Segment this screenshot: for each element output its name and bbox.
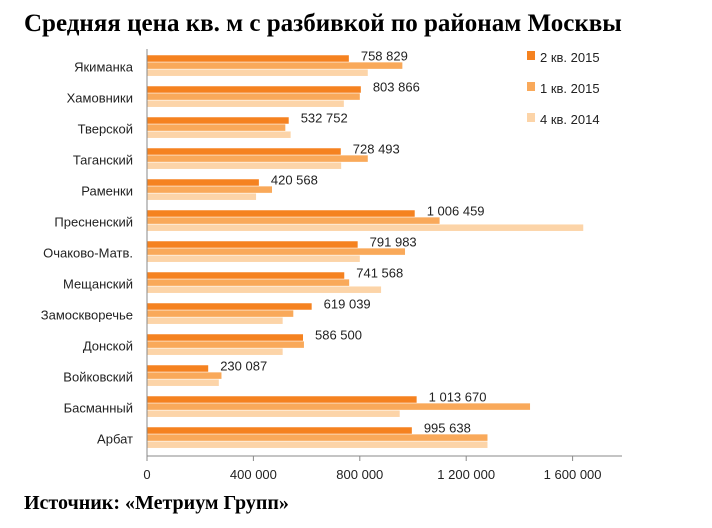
category-label: Раменки bbox=[81, 184, 133, 199]
legend: 2 кв. 2015 1 кв. 2015 4 кв. 2014 bbox=[527, 50, 600, 127]
legend-label: 4 кв. 2014 bbox=[540, 112, 600, 127]
bar bbox=[147, 224, 584, 231]
bar bbox=[147, 272, 345, 279]
bar bbox=[147, 241, 358, 248]
data-label: 803 866 bbox=[373, 80, 420, 95]
bar bbox=[147, 279, 350, 286]
data-label: 619 039 bbox=[324, 297, 371, 312]
source-note: Источник: «Метриум Групп» bbox=[24, 492, 289, 514]
bar bbox=[147, 217, 440, 224]
bar bbox=[147, 100, 344, 107]
x-tick-label: 800 000 bbox=[336, 467, 383, 482]
bar bbox=[147, 186, 273, 193]
bar bbox=[147, 410, 400, 417]
category-label: Мещанский bbox=[63, 277, 133, 292]
category-label: Замоскворечье bbox=[41, 308, 133, 323]
bars-layer bbox=[147, 55, 584, 448]
bar bbox=[147, 310, 294, 317]
bar bbox=[147, 317, 283, 324]
bar bbox=[147, 434, 488, 441]
category-label: Пресненский bbox=[54, 215, 133, 230]
chart-title: Средняя цена кв. м с разбивкой по района… bbox=[24, 10, 622, 37]
bar bbox=[147, 396, 417, 403]
bar bbox=[147, 124, 286, 131]
x-tick-label: 400 000 bbox=[230, 467, 277, 482]
data-label: 741 568 bbox=[356, 266, 403, 281]
bar bbox=[147, 148, 341, 155]
category-label: Хамовники bbox=[67, 91, 133, 106]
category-label: Войковский bbox=[63, 370, 133, 385]
data-label: 420 568 bbox=[271, 173, 318, 188]
category-label: Басманный bbox=[64, 401, 133, 416]
bar bbox=[147, 379, 219, 386]
legend-swatch bbox=[527, 82, 535, 91]
data-label: 791 983 bbox=[370, 235, 417, 250]
value-labels: 758 829 803 866 532 752 728 493 420 568 1 006… bbox=[220, 49, 486, 436]
bar bbox=[147, 427, 412, 434]
category-label: Таганский bbox=[73, 153, 133, 168]
category-label: Тверской bbox=[78, 122, 133, 137]
bar bbox=[147, 248, 406, 255]
bar bbox=[147, 441, 488, 448]
category-labels: Якиманка Хамовники Тверской Таганский Раменк… bbox=[41, 60, 134, 447]
bar bbox=[147, 117, 289, 124]
bar bbox=[147, 69, 368, 76]
bar bbox=[147, 86, 361, 93]
bar bbox=[147, 286, 382, 293]
bar bbox=[147, 155, 368, 162]
bar bbox=[147, 303, 312, 310]
x-axis: 0 400 000 800 000 1 200 000 1 600 000 bbox=[143, 49, 622, 482]
data-label: 230 087 bbox=[220, 359, 267, 374]
bar bbox=[147, 210, 415, 217]
data-label: 1 013 670 bbox=[429, 390, 487, 405]
legend-label: 2 кв. 2015 bbox=[540, 50, 600, 65]
legend-label: 1 кв. 2015 bbox=[540, 81, 600, 96]
bar bbox=[147, 93, 360, 100]
bar bbox=[147, 365, 209, 372]
legend-swatch bbox=[527, 51, 535, 60]
category-label: Якиманка bbox=[74, 60, 134, 75]
data-label: 728 493 bbox=[353, 142, 400, 157]
category-label: Очаково-Матв. bbox=[43, 246, 133, 261]
bar bbox=[147, 372, 222, 379]
bar bbox=[147, 341, 304, 348]
bar bbox=[147, 348, 283, 355]
data-label: 1 006 459 bbox=[427, 204, 485, 219]
data-label: 758 829 bbox=[361, 49, 408, 64]
bar bbox=[147, 179, 259, 186]
legend-swatch bbox=[527, 113, 535, 122]
bar bbox=[147, 193, 257, 200]
category-label: Арбат bbox=[97, 432, 133, 447]
data-label: 586 500 bbox=[315, 328, 362, 343]
data-label: 532 752 bbox=[301, 111, 348, 126]
category-label: Донской bbox=[83, 339, 133, 354]
bar bbox=[147, 403, 531, 410]
x-tick-label: 1 600 000 bbox=[544, 467, 602, 482]
bar bbox=[147, 55, 349, 62]
bar bbox=[147, 334, 304, 341]
bar bbox=[147, 255, 360, 262]
x-tick-label: 0 bbox=[143, 467, 150, 482]
bar bbox=[147, 162, 342, 169]
bar bbox=[147, 62, 403, 69]
x-tick-label: 1 200 000 bbox=[437, 467, 495, 482]
data-label: 995 638 bbox=[424, 421, 471, 436]
bar bbox=[147, 131, 291, 138]
